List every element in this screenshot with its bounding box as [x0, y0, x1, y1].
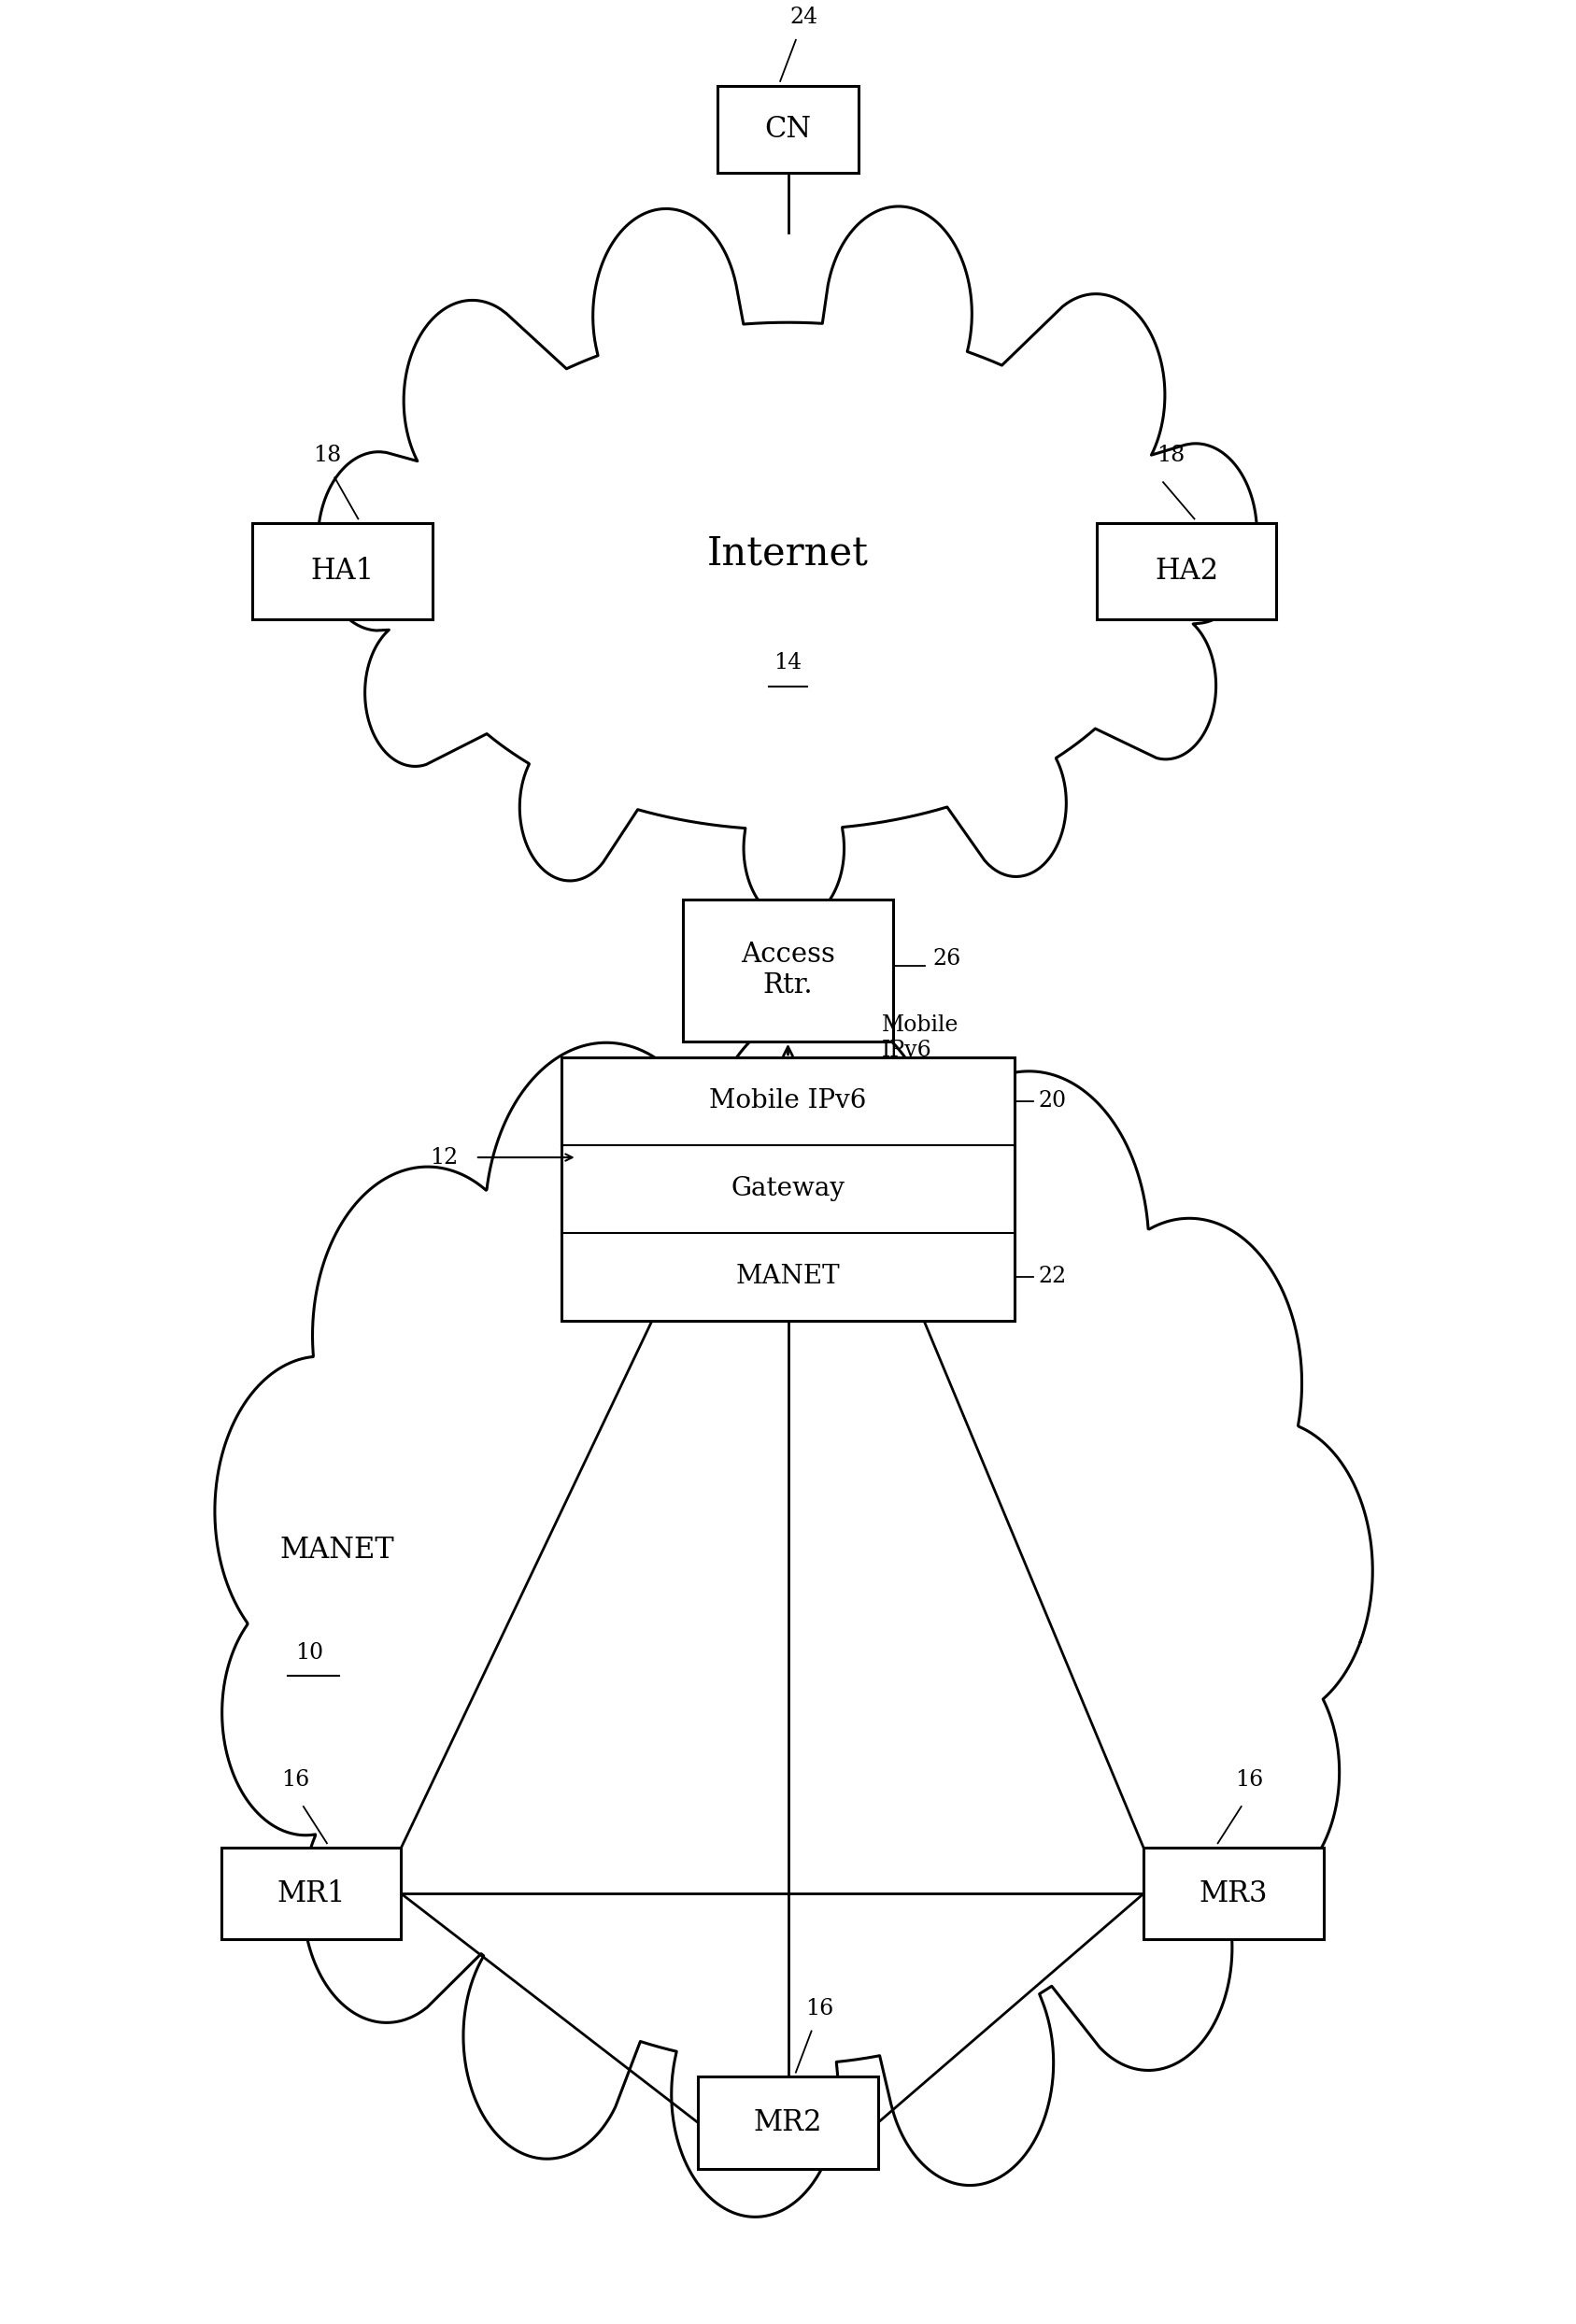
Text: HA1: HA1	[310, 558, 375, 586]
Text: Access
Rtr.: Access Rtr.	[741, 941, 835, 999]
Circle shape	[886, 1941, 1053, 2185]
Ellipse shape	[403, 323, 1173, 830]
Text: 22: 22	[1039, 1267, 1067, 1287]
Text: Mobile
IPv6: Mobile IPv6	[883, 1016, 958, 1062]
Circle shape	[222, 1590, 389, 1836]
Text: HA2: HA2	[1155, 558, 1218, 586]
Ellipse shape	[333, 1218, 1243, 2064]
Text: 26: 26	[933, 948, 961, 969]
Text: 18: 18	[312, 444, 340, 467]
Text: 16: 16	[282, 1769, 310, 1789]
Text: 20: 20	[1039, 1090, 1067, 1111]
Text: 16: 16	[805, 1999, 834, 2020]
Circle shape	[698, 1009, 944, 1369]
Circle shape	[403, 300, 541, 502]
Circle shape	[1116, 611, 1217, 760]
Circle shape	[303, 1778, 470, 2022]
Text: 14: 14	[774, 653, 802, 674]
Circle shape	[366, 618, 465, 767]
FancyBboxPatch shape	[717, 86, 859, 172]
Circle shape	[1076, 1218, 1302, 1548]
Text: MR1: MR1	[277, 1880, 345, 1908]
Circle shape	[485, 1043, 728, 1399]
FancyBboxPatch shape	[1144, 1848, 1324, 1941]
FancyBboxPatch shape	[221, 1848, 402, 1941]
FancyBboxPatch shape	[252, 523, 432, 621]
Text: CN: CN	[764, 114, 812, 144]
FancyBboxPatch shape	[698, 2078, 878, 2168]
Circle shape	[318, 451, 440, 630]
FancyBboxPatch shape	[682, 899, 894, 1041]
Text: Gateway: Gateway	[731, 1176, 845, 1202]
Text: 18: 18	[1157, 444, 1185, 467]
Circle shape	[744, 774, 845, 923]
Circle shape	[909, 1071, 1149, 1422]
Text: 12: 12	[430, 1146, 459, 1169]
Text: 16: 16	[1236, 1769, 1264, 1789]
Circle shape	[1173, 1650, 1340, 1894]
Text: 10: 10	[296, 1643, 323, 1664]
Circle shape	[520, 734, 619, 881]
Circle shape	[671, 1971, 838, 2217]
Text: 24: 24	[790, 7, 818, 28]
FancyBboxPatch shape	[561, 1057, 1015, 1320]
FancyBboxPatch shape	[1097, 523, 1277, 621]
Text: MANET: MANET	[281, 1536, 394, 1564]
Text: MANET: MANET	[736, 1264, 840, 1290]
Text: Internet: Internet	[708, 535, 868, 572]
Circle shape	[1135, 444, 1258, 623]
Circle shape	[826, 207, 972, 421]
Circle shape	[593, 209, 739, 423]
Circle shape	[1168, 1420, 1373, 1720]
Text: MR3: MR3	[1199, 1880, 1267, 1908]
Circle shape	[1065, 1824, 1232, 2071]
Circle shape	[966, 730, 1067, 876]
Circle shape	[463, 1913, 630, 2159]
Text: MR2: MR2	[753, 2108, 823, 2138]
Circle shape	[1028, 293, 1165, 495]
Text: Mobile IPv6: Mobile IPv6	[709, 1088, 867, 1113]
Circle shape	[214, 1357, 426, 1666]
Circle shape	[312, 1167, 542, 1504]
